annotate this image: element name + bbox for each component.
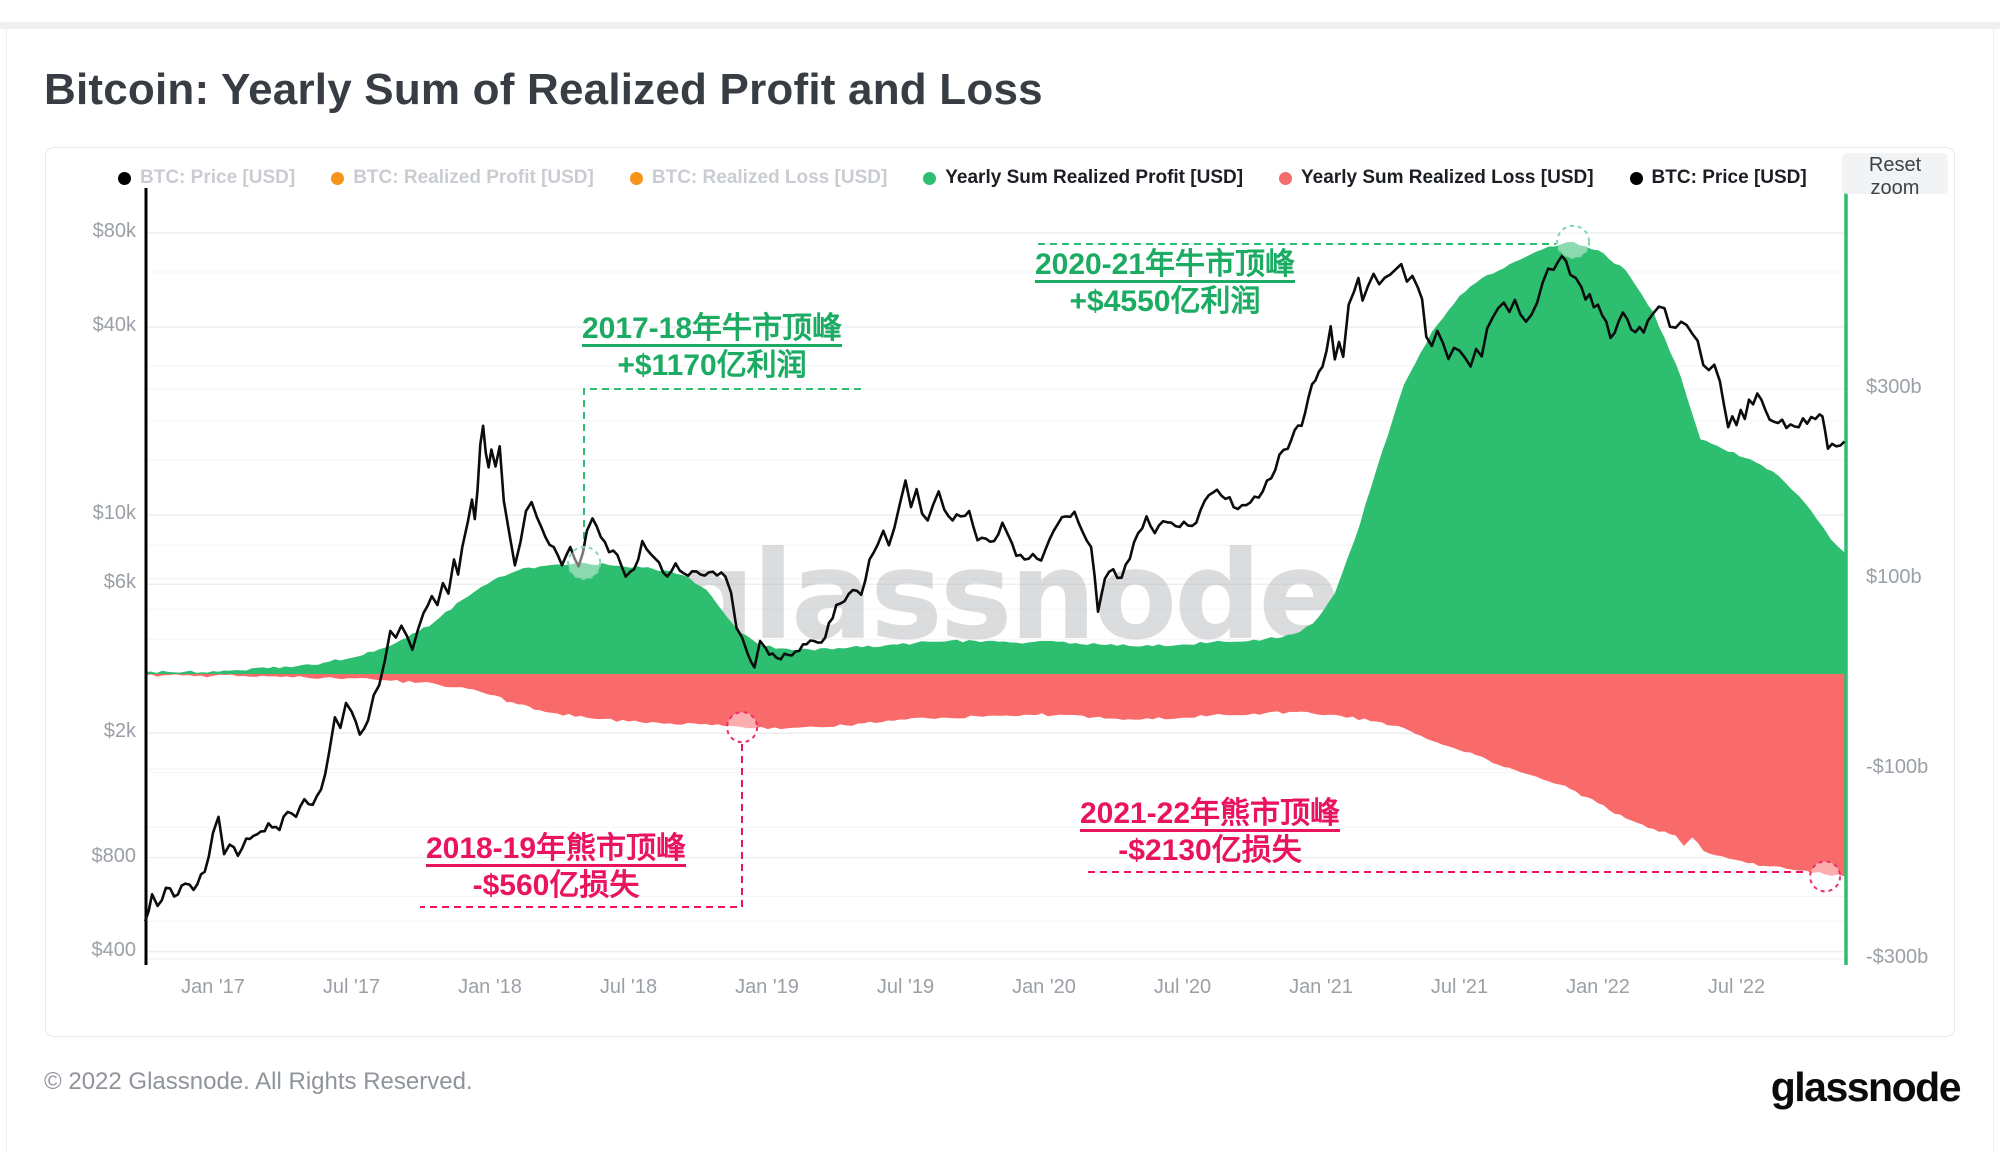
legend-item-label: BTC: Price [USD] bbox=[1651, 167, 1807, 188]
legend-item[interactable]: BTC: Realized Profit [USD] bbox=[331, 167, 594, 189]
legend-item-label: Yearly Sum Realized Profit [USD] bbox=[945, 167, 1244, 188]
x-axis-label: Jul '22 bbox=[1707, 976, 1766, 998]
annotation-bull-2020-21: 2020-21年牛市顶峰 +$4550亿利润 bbox=[1035, 246, 1295, 320]
x-axis-label: Jul '20 bbox=[1153, 976, 1212, 998]
x-axis-label: Jan '19 bbox=[735, 976, 799, 998]
annotation-value: +$1170亿利润 bbox=[617, 349, 807, 382]
bear-peak-marker bbox=[726, 711, 759, 744]
legend-item[interactable]: Yearly Sum Realized Profit [USD] bbox=[923, 167, 1243, 189]
x-axis-label: Jan '20 bbox=[1012, 976, 1076, 998]
x-axis-label: Jul '19 bbox=[876, 976, 935, 998]
btc-price-line bbox=[143, 254, 1846, 922]
legend-item-label: BTC: Price [USD] bbox=[140, 167, 296, 188]
legend-dot-icon bbox=[629, 171, 643, 185]
footer-copyright: © 2022 Glassnode. All Rights Reserved. bbox=[44, 1068, 473, 1095]
legend-item[interactable]: BTC: Price [USD] bbox=[118, 167, 295, 189]
legend-dot-icon bbox=[1629, 171, 1643, 185]
glassnode-logo: glassnode bbox=[1770, 1064, 1962, 1110]
annotation-title: 2017-18年牛市顶峰 bbox=[581, 312, 843, 345]
profit-area bbox=[145, 241, 1845, 675]
left-axis-label: $40k bbox=[92, 314, 136, 336]
x-axis-label: Jul '18 bbox=[599, 976, 658, 998]
legend-dot-icon bbox=[118, 171, 131, 185]
left-axis-label: $2k bbox=[103, 720, 136, 743]
x-axis-label: Jan '18 bbox=[458, 976, 522, 998]
legend: BTC: Price [USD] BTC: Realized Profit [US… bbox=[118, 164, 1807, 192]
legend-item[interactable]: BTC: Realized Loss [USD] bbox=[629, 167, 888, 189]
annotation-bear-2018-19: 2018-19年熊市顶峰 -$560亿损失 bbox=[426, 830, 686, 904]
left-axis-label: $10k bbox=[92, 502, 136, 524]
window-top-edge bbox=[0, 22, 2000, 29]
right-axis-label: -$300b bbox=[1866, 946, 1929, 968]
reset-zoom-button[interactable]: Reset zoom bbox=[1842, 153, 1948, 199]
legend-item[interactable]: Yearly Sum Realized Loss [USD] bbox=[1279, 167, 1594, 189]
left-axis-label: $6k bbox=[103, 571, 136, 594]
annotation-bear-2021-22: 2021-22年熊市顶峰 -$2130亿损失 bbox=[1080, 795, 1340, 869]
annotation-value: -$2130亿损失 bbox=[1118, 834, 1302, 867]
annotation-connector bbox=[583, 388, 866, 551]
annotation-bull-2017-18: 2017-18年牛市顶峰 +$1170亿利润 bbox=[582, 310, 842, 384]
legend-dot-icon bbox=[1279, 171, 1293, 185]
left-axis-label: $800 bbox=[91, 844, 137, 867]
bull-peak-marker bbox=[1556, 224, 1591, 259]
x-axis-label: Jul '21 bbox=[1430, 976, 1489, 998]
legend-item[interactable]: BTC: Price [USD] bbox=[1629, 167, 1807, 189]
bull-peak-marker bbox=[567, 545, 602, 580]
loss-area bbox=[145, 674, 1845, 877]
left-axis-label: $400 bbox=[91, 938, 137, 961]
legend-item-label: BTC: Realized Loss [USD] bbox=[651, 167, 888, 188]
legend-dot-icon bbox=[331, 171, 345, 185]
annotation-title: 2020-21年牛市顶峰 bbox=[1034, 248, 1296, 281]
bear-peak-marker bbox=[1809, 860, 1842, 893]
annotation-connector bbox=[420, 744, 743, 908]
right-axis-label: $300b bbox=[1866, 376, 1922, 398]
legend-item-label: Yearly Sum Realized Loss [USD] bbox=[1301, 167, 1594, 188]
annotation-title: 2021-22年熊市顶峰 bbox=[1079, 797, 1341, 830]
page-title: Bitcoin: Yearly Sum of Realized Profit a… bbox=[44, 65, 1043, 115]
annotation-value: -$560亿损失 bbox=[472, 869, 640, 902]
legend-dot-icon bbox=[923, 171, 937, 185]
window-right-edge bbox=[1993, 29, 1994, 1152]
annotation-value: +$4550亿利润 bbox=[1069, 285, 1261, 318]
x-axis-label: Jan '22 bbox=[1566, 976, 1630, 998]
x-axis-label: Jul '17 bbox=[322, 976, 381, 998]
right-axis-label: -$100b bbox=[1866, 756, 1929, 778]
left-axis-label: $80k bbox=[92, 220, 136, 242]
window-left-edge bbox=[6, 29, 7, 1152]
legend-item-label: BTC: Realized Profit [USD] bbox=[353, 167, 594, 188]
right-axis-label: $100b bbox=[1866, 566, 1922, 588]
x-axis-label: Jan '17 bbox=[181, 976, 245, 998]
annotation-title: 2018-19年熊市顶峰 bbox=[425, 832, 687, 865]
x-axis-label: Jan '21 bbox=[1289, 976, 1353, 998]
